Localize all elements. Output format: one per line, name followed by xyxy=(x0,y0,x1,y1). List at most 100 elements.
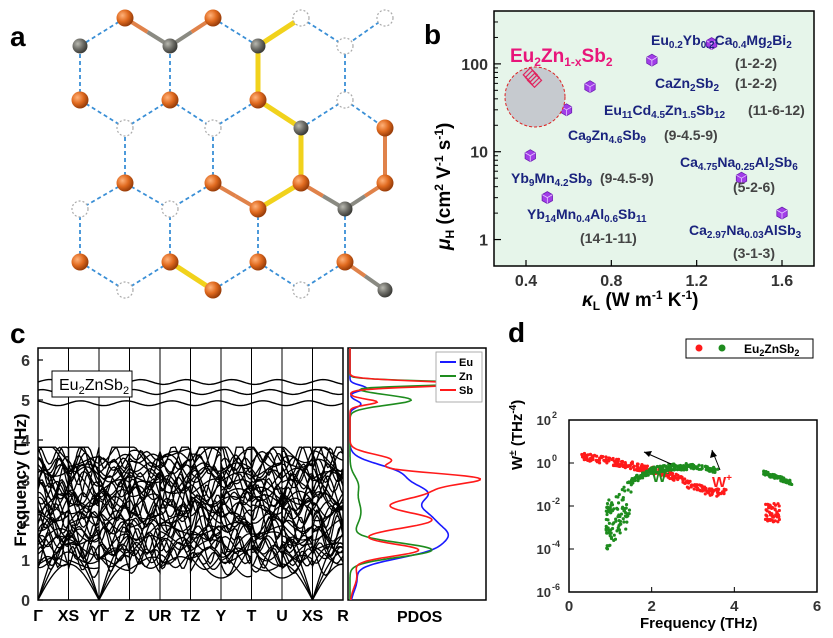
wminus-point xyxy=(607,498,611,502)
y-tick-label: 10 xyxy=(537,413,551,428)
sb-atom xyxy=(71,253,89,271)
sb-atom xyxy=(376,119,394,137)
mobility-points xyxy=(524,37,788,220)
wminus-point xyxy=(624,503,629,507)
y-tick-label: 10 xyxy=(537,542,551,557)
wplus-point xyxy=(604,459,608,463)
wminus-point xyxy=(716,467,720,471)
sb-atom xyxy=(376,174,394,192)
sb-atom xyxy=(116,174,134,192)
x-tick-label: 2 xyxy=(647,598,655,615)
zn-atom xyxy=(337,201,353,217)
wplus-point xyxy=(583,454,588,458)
wminus-point xyxy=(682,464,686,468)
y-tick-label: 2 xyxy=(21,513,30,530)
vacancy-site xyxy=(204,119,222,137)
wminus-point xyxy=(664,469,668,473)
phonon-band xyxy=(257,553,307,579)
dashed-bond xyxy=(124,261,171,291)
dispersion-y-axis-label: Frequency (THz) xyxy=(11,413,30,546)
wplus-point xyxy=(616,464,621,468)
wminus-point xyxy=(787,482,791,486)
sb-atom xyxy=(161,253,179,271)
wplus-point xyxy=(596,458,600,463)
material-label: Yb9Mn4.2Sb9 xyxy=(511,170,592,189)
material-label: Eu11Cd4.5Zn1.5Sb12 xyxy=(604,102,726,121)
wminus-label: W- xyxy=(652,468,670,486)
wminus-point xyxy=(614,495,618,499)
wplus-point xyxy=(640,462,644,467)
wminus-point xyxy=(622,520,626,524)
sb-atom xyxy=(116,9,134,27)
wplus-point xyxy=(630,461,634,465)
wminus-arrowhead xyxy=(644,451,652,457)
vacancy-site xyxy=(336,91,354,109)
wplus-point xyxy=(694,485,699,489)
material-ratio: (5-2-6) xyxy=(733,179,775,195)
y-tick-label: 1 xyxy=(21,553,30,570)
wminus-point xyxy=(604,527,608,531)
y-tick-label: 10 xyxy=(537,499,551,514)
wminus-point xyxy=(606,518,610,522)
wminus-point xyxy=(605,512,609,517)
wminus-point xyxy=(774,474,778,478)
wminus-point xyxy=(605,546,609,550)
kpath-label: Y xyxy=(216,608,227,625)
wplus-point xyxy=(777,517,781,522)
x-tick-label: 0.4 xyxy=(515,273,537,290)
wminus-point xyxy=(619,512,624,516)
acoustic-branch xyxy=(38,535,69,600)
material-ratio: (1-2-2) xyxy=(735,75,777,91)
wplus-point xyxy=(686,481,691,485)
wminus-point xyxy=(605,501,610,506)
wminus-point xyxy=(605,531,609,535)
wplus-point xyxy=(675,473,679,477)
wminus-point xyxy=(763,473,767,477)
material-label: Yb14Mn0.4Al0.6Sb11 xyxy=(527,206,647,225)
y-tick-label: 10 xyxy=(537,585,551,600)
phonon-bands xyxy=(38,378,343,600)
wminus-point xyxy=(700,464,704,468)
sb-atom xyxy=(249,253,267,271)
material-ratio: (9-4.5-9) xyxy=(664,127,718,143)
wminus-point xyxy=(618,519,623,524)
kpath-label: XS xyxy=(302,608,324,625)
data-point-facet xyxy=(741,174,747,179)
wminus-point xyxy=(783,478,787,482)
legend-marker-plus xyxy=(695,344,703,352)
wminus-point xyxy=(605,505,610,509)
wminus-point xyxy=(613,537,618,541)
wminus-point xyxy=(612,533,616,537)
phonon-band xyxy=(196,553,246,579)
data-point-facet xyxy=(584,83,591,88)
wminus-point xyxy=(629,490,633,494)
wminus-point xyxy=(777,475,781,480)
wplus-arrowhead xyxy=(710,450,717,458)
acoustic-branch xyxy=(281,551,314,600)
wminus-point xyxy=(659,466,663,470)
material-label: Ca2.97Na0.03AlSb3 xyxy=(689,222,802,241)
data-point-facet xyxy=(530,152,536,157)
wminus-point xyxy=(624,527,628,531)
wminus-point xyxy=(674,464,678,468)
panel-b: b 0.4 0.8 1.2 1.6 1 10 100 Eu2Zn1-xSb2 Eu0.2Yb… xyxy=(424,10,815,313)
zn-atom xyxy=(293,120,309,136)
highlight-markers xyxy=(522,67,543,89)
y-tick-exponent: 0 xyxy=(552,453,557,463)
data-point-facet xyxy=(711,40,717,44)
dashed-bond xyxy=(79,182,126,210)
wminus-point xyxy=(657,470,662,474)
acoustic-branch xyxy=(68,551,100,600)
wminus-point xyxy=(704,468,708,472)
wplus-point xyxy=(607,459,611,463)
sb-atom xyxy=(249,200,267,218)
pdos-label: PDOS xyxy=(397,609,443,626)
y-tick-label: 100 xyxy=(461,57,488,74)
wplus-point xyxy=(716,492,721,496)
material-ratio: (11-6-12) xyxy=(748,102,805,118)
material-label: Ca9Zn4.6Sb9 xyxy=(568,127,646,146)
dashed-bond xyxy=(212,99,259,129)
wminus-point xyxy=(636,479,640,483)
